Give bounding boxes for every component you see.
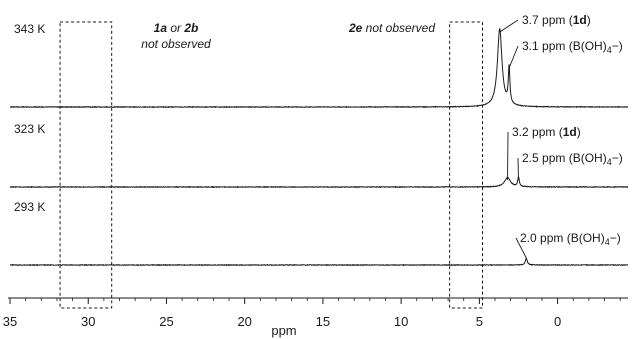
peak-annotations: 3.7 ppm (1d) 3.1 ppm (B(OH)4−) 3.2 ppm (1d… <box>499 13 623 259</box>
spectrum-line-323k <box>9 174 629 189</box>
spectrum-temperature-label: 323 K <box>14 122 45 136</box>
spectra-traces: 343 K 323 K 293 K <box>9 22 629 267</box>
annotation-leader-line <box>515 237 527 259</box>
region-label-2: 2e not observed <box>348 21 435 35</box>
spectrum-temperature-label: 343 K <box>14 22 45 36</box>
x-tick-label: 30 <box>81 314 95 329</box>
region-label-1-line2: not observed <box>141 37 211 51</box>
x-tick-label: 10 <box>394 314 408 329</box>
peak-annotation: 2.0 ppm (B(OH)4−) <box>520 231 621 247</box>
x-axis-title: ppm <box>271 323 296 338</box>
x-tick-label: 25 <box>159 314 173 329</box>
x-tick-label: 20 <box>237 314 251 329</box>
peak-annotation: 2.5 ppm (B(OH)4−) <box>522 151 623 167</box>
x-tick-label: 5 <box>476 314 483 329</box>
peak-annotation: 3.1 ppm (B(OH)4−) <box>522 39 623 55</box>
spectrum-temperature-label: 293 K <box>14 200 45 214</box>
x-tick-label: 15 <box>316 314 330 329</box>
annotation-leader-line <box>508 45 519 69</box>
unobserved-regions: 1a or 2b not observed 2e not observed <box>59 21 483 309</box>
x-tick-label: 0 <box>554 314 561 329</box>
spectrum-line-293k <box>10 257 629 267</box>
peak-annotation: 3.2 ppm (1d) <box>512 125 581 139</box>
annotation-leader-line <box>499 19 519 33</box>
x-tick-label: 35 <box>3 314 17 329</box>
spectrum-line-343k <box>9 28 629 109</box>
peak-annotation: 3.7 ppm (1d) <box>522 13 591 27</box>
unobserved-region-box <box>59 21 113 309</box>
region-label-1: 1a or 2b <box>154 21 199 35</box>
x-axis-ticks: 35 30 25 20 15 10 5 0 <box>3 298 621 329</box>
